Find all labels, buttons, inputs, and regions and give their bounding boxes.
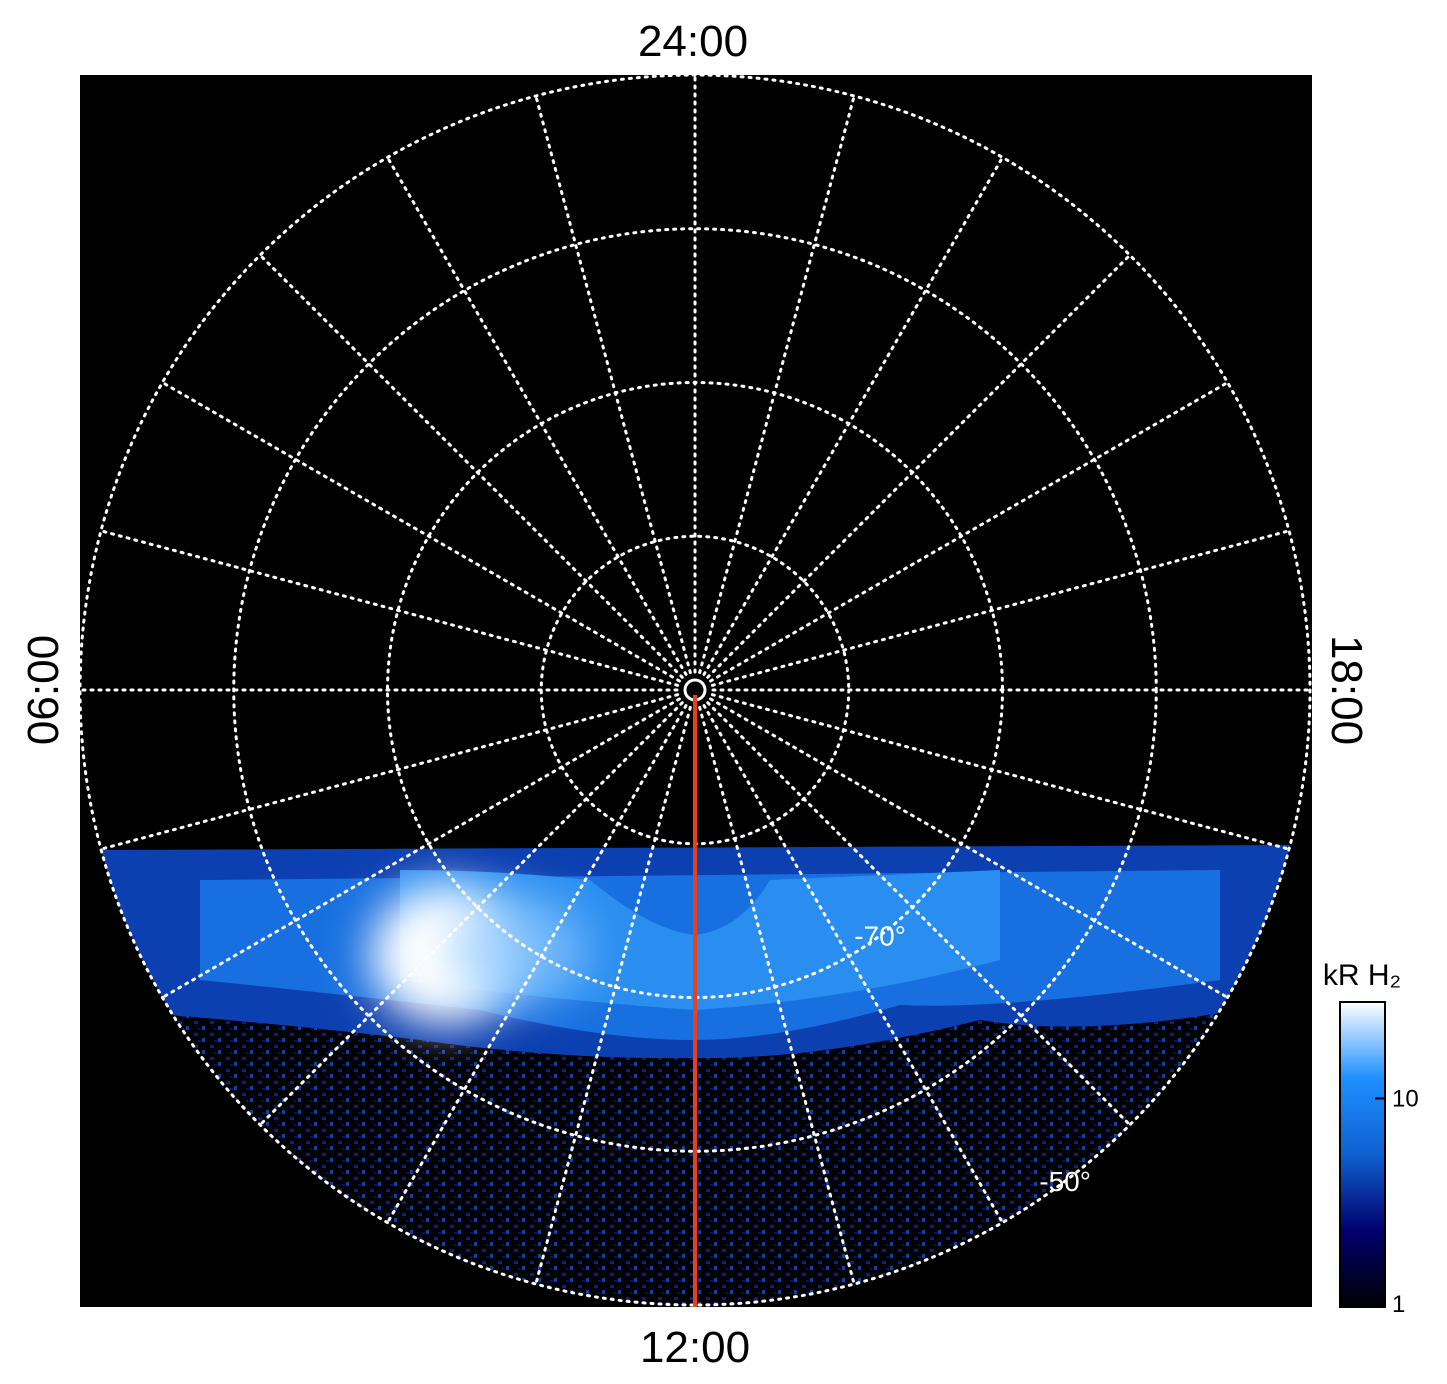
latitude-label: -70° [854, 921, 906, 952]
hour-line [709, 381, 1230, 683]
hour-line [258, 253, 684, 679]
hour-line [710, 529, 1291, 687]
hour-line [386, 704, 688, 1225]
hour-line [99, 693, 680, 851]
hour-line [706, 701, 1132, 1127]
colorbar [1339, 1001, 1386, 1308]
colorbar-tick-label: 1 [1392, 1291, 1405, 1318]
hour-line [99, 529, 680, 687]
colorbar-tick-label: 10 [1392, 1085, 1419, 1112]
local-time-label: 06:00 [19, 635, 68, 745]
colorbar-label: kR H₂ [1323, 959, 1401, 992]
latitude-label: -50° [1039, 1166, 1091, 1197]
latitude-circle [78, 73, 1312, 1307]
hour-line [698, 705, 856, 1286]
hour-line [160, 697, 681, 999]
hour-line [698, 94, 856, 675]
hour-line [702, 155, 1004, 676]
hour-line [258, 701, 684, 1127]
hour-line [534, 94, 692, 675]
local-time-label: 24:00 [638, 17, 748, 66]
hour-line [706, 253, 1132, 679]
labels: -70° -50° 24:00 06:00 12:00 18:00 [19, 17, 1371, 1372]
hour-line [386, 155, 688, 676]
local-time-label: 18:00 [1322, 635, 1371, 745]
latitude-circle [232, 227, 1158, 1153]
hour-line [709, 697, 1230, 999]
hour-line [702, 704, 1004, 1225]
hour-line [534, 705, 692, 1286]
hour-line [160, 381, 681, 683]
hour-line [710, 693, 1291, 851]
local-time-label: 12:00 [640, 1323, 750, 1372]
